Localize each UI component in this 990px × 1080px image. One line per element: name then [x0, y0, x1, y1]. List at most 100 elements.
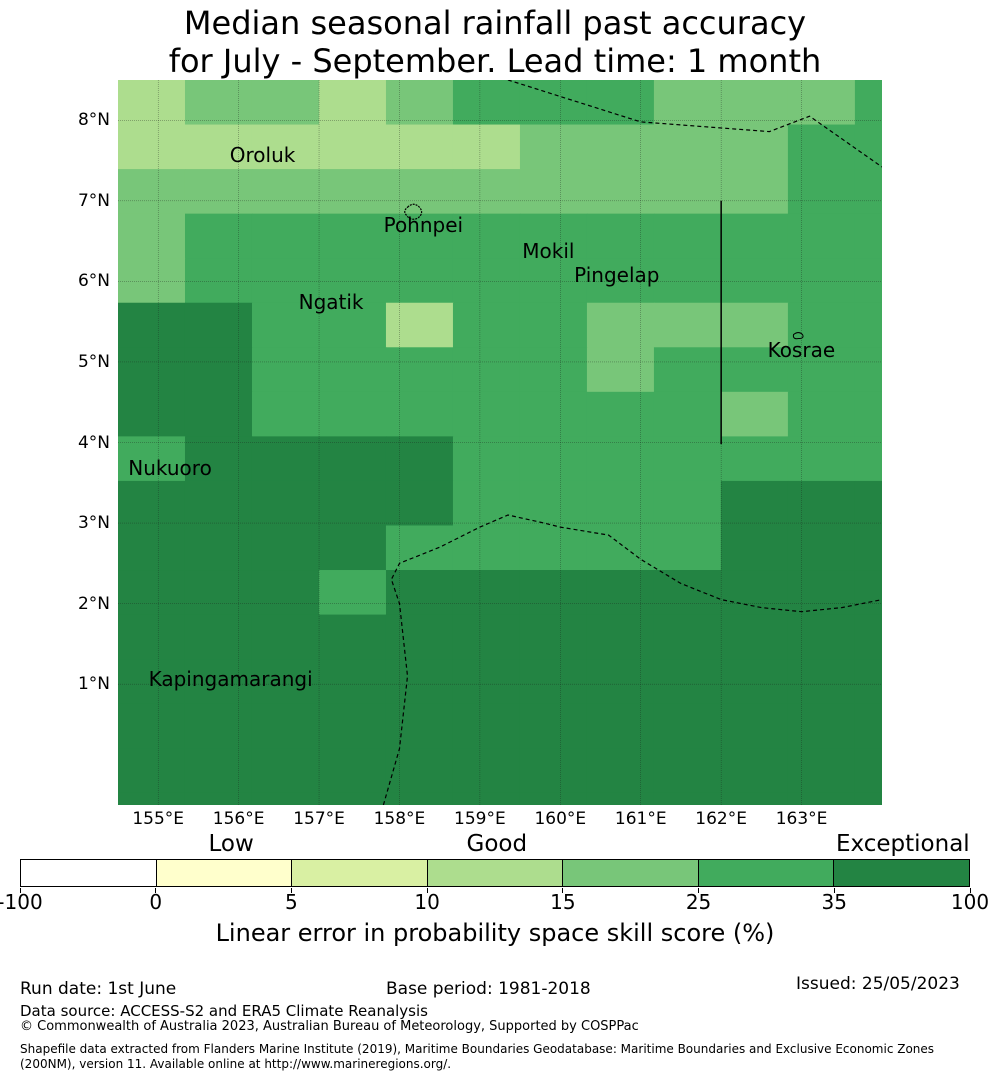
latitude-label: 5°N: [77, 351, 110, 372]
grid-cell: [653, 748, 722, 794]
grid-cell: [318, 792, 387, 805]
grid-cell: [452, 169, 521, 215]
grid-cell: [653, 659, 722, 705]
grid-cell: [720, 302, 789, 348]
grid-cell: [720, 792, 789, 805]
grid-cell: [720, 347, 789, 393]
grid-cell: [787, 570, 856, 616]
grid-cell: [854, 124, 882, 170]
category-exceptional: Exceptional: [836, 831, 970, 857]
grid-cell: [720, 480, 789, 527]
run-date: Run date: 1st June: [20, 979, 177, 999]
category-low: Low: [208, 831, 254, 857]
grid-cell: [184, 213, 253, 259]
grid-cell: [318, 659, 387, 705]
longitude-label: 155°E: [132, 809, 185, 829]
grid-cell: [318, 258, 387, 304]
grid-cell: [519, 748, 588, 794]
grid-cell: [318, 525, 387, 571]
grid-cell: [118, 436, 186, 482]
grid-cell: [519, 302, 588, 348]
grid-cell: [854, 80, 882, 126]
map-panel[interactable]: [118, 80, 882, 805]
grid-cell: [251, 391, 320, 437]
grid-cell: [653, 525, 722, 571]
grid-cell: [184, 703, 253, 749]
grid-cell: [452, 258, 521, 304]
grid-cell: [184, 525, 253, 571]
rainfall-skill-grid: [118, 80, 882, 805]
grid-cell: [720, 614, 789, 660]
grid-cell: [118, 703, 186, 749]
colorbar-label: Linear error in probability space skill …: [215, 919, 775, 947]
colorbar-segment: [563, 860, 699, 886]
colorbar-tick: [19, 888, 21, 893]
grid-cell: [251, 347, 320, 393]
colorbar-tick: [426, 888, 428, 893]
grid-cell: [653, 703, 722, 749]
grid-cell: [653, 614, 722, 660]
latitude-label: 4°N: [77, 432, 110, 453]
grid-cell: [118, 213, 186, 259]
grid-cell: [452, 213, 521, 259]
grid-cell: [385, 258, 454, 304]
grid-cell: [385, 525, 454, 571]
colorbar-segment: [427, 860, 564, 886]
colorbar-tick: [969, 888, 971, 893]
colorbar-segment: [21, 860, 157, 886]
place-label: Kosrae: [767, 337, 836, 362]
grid-cell: [184, 614, 253, 660]
grid-cell: [385, 302, 454, 348]
grid-cell: [118, 525, 186, 571]
grid-cell: [854, 525, 882, 571]
grid-cell: [385, 391, 454, 437]
title-line-1: Median seasonal rainfall past accuracy: [183, 4, 807, 42]
grid-cell: [586, 748, 655, 794]
place-label: Pohnpei: [383, 213, 464, 237]
grid-cell: [653, 124, 722, 170]
grid-cell: [184, 258, 253, 304]
grid-cell: [519, 614, 588, 660]
grid-cell: [586, 391, 655, 437]
grid-cell: [787, 302, 856, 348]
latitude-label: 7°N: [77, 190, 110, 211]
grid-cell: [452, 302, 521, 348]
grid-cell: [586, 614, 655, 660]
grid-cell: [184, 169, 253, 215]
grid-cell: [787, 436, 856, 482]
grid-cell: [118, 124, 186, 170]
grid-cell: [720, 169, 789, 215]
longitude-label: 163°E: [775, 809, 828, 829]
grid-cell: [318, 213, 387, 259]
colorbar-tick: [155, 888, 157, 893]
grid-cell: [787, 659, 856, 705]
grid-cell: [787, 792, 856, 805]
colorbar-segment: [698, 860, 835, 886]
colorbar-segment: [156, 860, 293, 886]
grid-cell: [586, 436, 655, 482]
grid-cell: [118, 659, 186, 705]
grid-cell: [519, 570, 588, 616]
grid-cell: [184, 80, 253, 126]
colorbar-tick-label: 100: [950, 890, 990, 914]
grid-cell: [251, 614, 320, 660]
colorbar: [20, 859, 970, 887]
grid-cell: [519, 703, 588, 749]
grid-cell: [184, 347, 253, 393]
longitude-label: 162°E: [695, 809, 747, 829]
grid-cell: [452, 480, 521, 527]
grid-cell: [586, 480, 655, 527]
grid-cell: [318, 480, 387, 527]
grid-cell: [452, 659, 521, 705]
grid-cell: [452, 570, 521, 616]
grid-cell: [118, 748, 186, 794]
colorbar-segment: [834, 860, 970, 886]
grid-cell: [787, 124, 856, 170]
grid-cell: [586, 80, 655, 126]
grid-cell: [318, 703, 387, 749]
grid-cell: [854, 480, 882, 527]
grid-cell: [251, 213, 320, 259]
grid-cell: [720, 124, 789, 170]
grid-cell: [653, 169, 722, 215]
grid-cell: [385, 614, 454, 660]
